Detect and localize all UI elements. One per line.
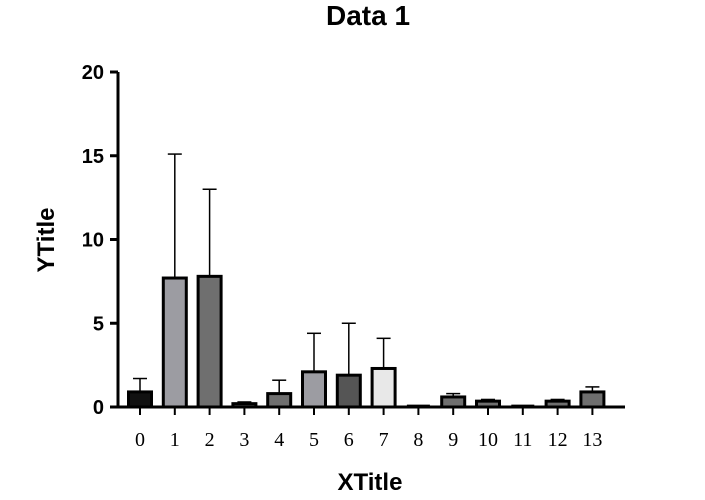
- x-tick-label: 0: [135, 429, 145, 451]
- bar: [196, 274, 223, 409]
- bar: [475, 399, 501, 409]
- x-tick-label: 2: [205, 429, 215, 451]
- y-axis-title: YTitle: [33, 208, 60, 273]
- x-tick-label: 4: [274, 429, 284, 451]
- bar: [335, 373, 362, 409]
- x-tick-label: 10: [478, 429, 498, 451]
- x-tick-label: 11: [513, 429, 532, 451]
- x-tick-label: 5: [309, 429, 319, 451]
- bar: [301, 370, 327, 409]
- x-tick-label: 8: [413, 429, 423, 451]
- y-tick-label: 5: [93, 313, 104, 335]
- x-axis-title: XTitle: [338, 469, 403, 496]
- bar: [370, 366, 397, 409]
- bar: [440, 395, 467, 409]
- y-tick-label: 0: [93, 397, 104, 419]
- y-tick-label: 10: [82, 230, 104, 252]
- x-tick-label: 9: [448, 429, 458, 451]
- x-tick-label: 7: [379, 429, 389, 451]
- x-tick-label: 3: [239, 429, 249, 451]
- bar: [127, 390, 153, 409]
- x-tick-label: 12: [548, 429, 568, 451]
- chart-title: Data 1: [326, 0, 410, 31]
- x-tick-label: 1: [170, 429, 180, 451]
- bar: [266, 392, 293, 409]
- bar: [231, 402, 258, 409]
- x-tick-label: 13: [582, 429, 602, 451]
- x-tick-label: 6: [344, 429, 354, 451]
- bar: [161, 276, 188, 409]
- y-tick-label: 20: [82, 62, 104, 84]
- bar: [544, 399, 571, 409]
- y-tick-label: 15: [82, 146, 104, 168]
- bar: [579, 390, 606, 409]
